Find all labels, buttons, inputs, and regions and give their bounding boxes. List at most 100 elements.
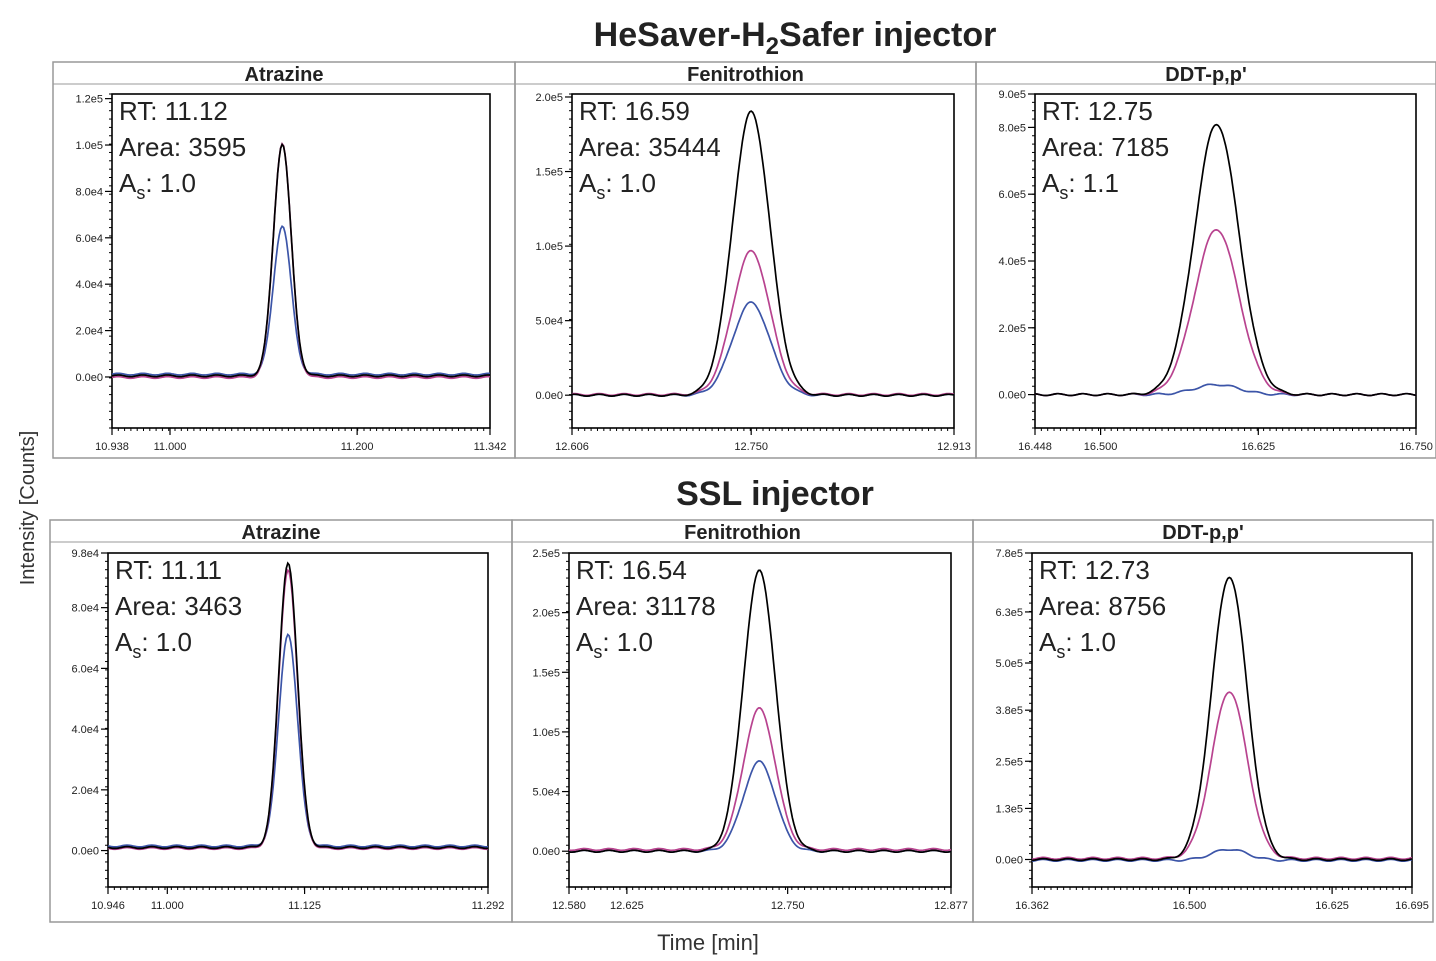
series-line-magenta	[568, 707, 952, 852]
y-tick-label: 6.0e4	[71, 663, 99, 675]
y-tick-label: 1.3e5	[995, 803, 1023, 815]
x-tick-label: 16.695	[1395, 900, 1429, 912]
annotation-asymmetry: As: 1.0	[119, 168, 196, 203]
series-line-black	[568, 569, 952, 853]
svg-text:SSL injector: SSL injector	[676, 475, 874, 513]
annotation-asymmetry: As: 1.0	[579, 168, 656, 203]
panel-title: Atrazine	[242, 522, 321, 544]
plot-area	[1034, 93, 1417, 429]
plot-area	[568, 552, 952, 888]
y-tick-label: 6.0e5	[998, 189, 1026, 201]
y-tick-label: 0.0e0	[71, 846, 99, 858]
panel-title: Fenitrothion	[687, 64, 804, 86]
y-tick-label: 0.0e0	[995, 854, 1023, 866]
x-tick-label: 11.200	[341, 441, 374, 453]
x-tick-label: 16.362	[1015, 900, 1049, 912]
x-tick-label: 11.292	[472, 900, 505, 912]
annotation-area: Area: 35444	[579, 132, 721, 162]
x-tick-label: 16.750	[1399, 441, 1433, 453]
y-tick-label: 5.0e4	[532, 787, 560, 799]
x-axis-label: Time [min]	[657, 930, 759, 955]
group-title-subscript: 2	[766, 33, 779, 60]
annotation-rt: RT: 12.73	[1039, 555, 1150, 585]
x-tick-label: 16.448	[1018, 441, 1052, 453]
y-tick-label: 2.0e4	[75, 326, 103, 338]
y-tick-label: 1.0e5	[532, 727, 560, 739]
group-title-hesaver: HeSaver-H2Safer injector	[594, 16, 997, 60]
y-tick-label: 1.0e5	[535, 241, 563, 253]
panel-title: Atrazine	[245, 64, 324, 86]
group-title-ssl: SSL injector	[676, 475, 874, 513]
x-tick-label: 12.750	[734, 441, 768, 453]
annotation-area: Area: 31178	[576, 591, 716, 621]
x-tick-label: 12.877	[934, 900, 968, 912]
series-line-black	[571, 110, 955, 397]
series-line-blue	[107, 632, 488, 848]
y-tick-label: 2.0e5	[532, 608, 560, 620]
x-tick-label: 16.500	[1084, 441, 1118, 453]
y-tick-label: 4.0e5	[998, 256, 1026, 268]
annotation-area: Area: 7185	[1042, 132, 1169, 162]
plot-area	[571, 93, 955, 429]
annotation-area: Area: 3463	[115, 591, 242, 621]
annotation-rt: RT: 11.11	[115, 555, 222, 585]
annotation-asymmetry: As: 1.0	[576, 627, 653, 662]
y-tick-label: 0.0e0	[998, 390, 1026, 402]
series-line-magenta	[1031, 691, 1413, 861]
annotation-asymmetry: As: 1.0	[115, 627, 192, 662]
series-line-blue	[111, 225, 491, 376]
annotation-rt: RT: 16.54	[576, 555, 687, 585]
y-tick-label: 2.5e5	[995, 756, 1023, 768]
annotation-area: Area: 8756	[1039, 591, 1166, 621]
annotation-asymmetry: As: 1.1	[1042, 168, 1119, 203]
x-tick-label: 16.625	[1241, 441, 1275, 453]
y-axis-label: Intensity [Counts]	[17, 431, 39, 586]
y-tick-label: 3.8e5	[995, 705, 1023, 717]
y-tick-label: 2.5e5	[532, 548, 560, 560]
y-tick-label: 4.0e4	[71, 724, 99, 736]
y-tick-label: 6.0e4	[75, 233, 103, 245]
y-tick-label: 1.5e5	[532, 667, 560, 679]
x-tick-label: 10.938	[95, 441, 129, 453]
series-line-black	[1031, 576, 1413, 862]
panel-ssl-ddt-p-p-: DDT-p,p' 7.8e5 6.3e5 5.0e5 3.8e5 2.5e5 1.3e5 0.…	[972, 519, 1434, 923]
y-tick-label: 4.0e4	[75, 279, 103, 291]
panel-ssl-atrazine: Atrazine 9.8e4 8.0e4 6.0e4 4.0e4 2.0e4 0.0e0 10…	[49, 519, 513, 923]
y-tick-label: 8.0e4	[71, 603, 99, 615]
x-tick-label: 12.580	[552, 900, 586, 912]
y-tick-label: 1.0e5	[75, 140, 103, 152]
x-tick-label: 12.750	[771, 900, 805, 912]
y-tick-label: 0.0e0	[75, 372, 103, 384]
panel-frame	[972, 519, 1434, 923]
y-tick-label: 2.0e5	[535, 92, 563, 104]
y-tick-label: 7.8e5	[995, 548, 1023, 560]
x-tick-label: 11.000	[154, 441, 187, 453]
plot-area	[111, 93, 491, 429]
panels: Atrazine 1.2e5 1.0e5 8.0e4 6.0e4 4.0e4 2.0e4 0.…	[49, 61, 1436, 923]
x-tick-label: 16.500	[1173, 900, 1207, 912]
x-tick-label: 12.913	[937, 441, 971, 453]
y-tick-label: 2.0e5	[998, 323, 1026, 335]
series-line-black	[1034, 123, 1417, 397]
panel-hesaver-ddt-p-p-: DDT-p,p' 9.0e5 8.0e5 6.0e5 4.0e5 2.0e5 0.0e0 16…	[975, 61, 1436, 459]
panel-frame	[975, 61, 1436, 459]
annotation-rt: RT: 16.59	[579, 96, 690, 126]
x-tick-label: 12.606	[555, 441, 589, 453]
x-tick-label: 16.625	[1315, 900, 1349, 912]
panel-title: DDT-p,p'	[1162, 522, 1243, 544]
y-tick-label: 2.0e4	[71, 785, 99, 797]
annotation-area: Area: 3595	[119, 132, 246, 162]
y-tick-label: 1.2e5	[75, 94, 103, 106]
series-line-black	[111, 142, 490, 378]
panel-title: Fenitrothion	[684, 522, 801, 544]
y-tick-label: 9.0e5	[998, 89, 1026, 101]
y-tick-label: 0.0e0	[532, 846, 560, 858]
annotation-rt: RT: 12.75	[1042, 96, 1153, 126]
y-tick-label: 0.0e0	[535, 390, 563, 402]
y-tick-label: 9.8e4	[71, 548, 99, 560]
y-tick-label: 1.5e5	[535, 167, 563, 179]
panel-hesaver-atrazine: Atrazine 1.2e5 1.0e5 8.0e4 6.0e4 4.0e4 2.0e4 0.…	[52, 61, 516, 459]
x-tick-label: 11.125	[288, 900, 321, 912]
group-title-rest: Safer injector	[779, 16, 996, 54]
